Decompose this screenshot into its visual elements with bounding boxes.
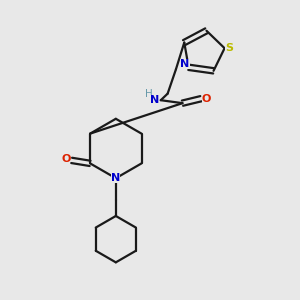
Text: S: S xyxy=(225,43,233,53)
Text: O: O xyxy=(61,154,70,164)
Text: H: H xyxy=(145,89,153,99)
Text: O: O xyxy=(202,94,211,104)
Text: N: N xyxy=(111,173,120,183)
Text: N: N xyxy=(180,59,190,69)
Text: N: N xyxy=(150,95,159,105)
